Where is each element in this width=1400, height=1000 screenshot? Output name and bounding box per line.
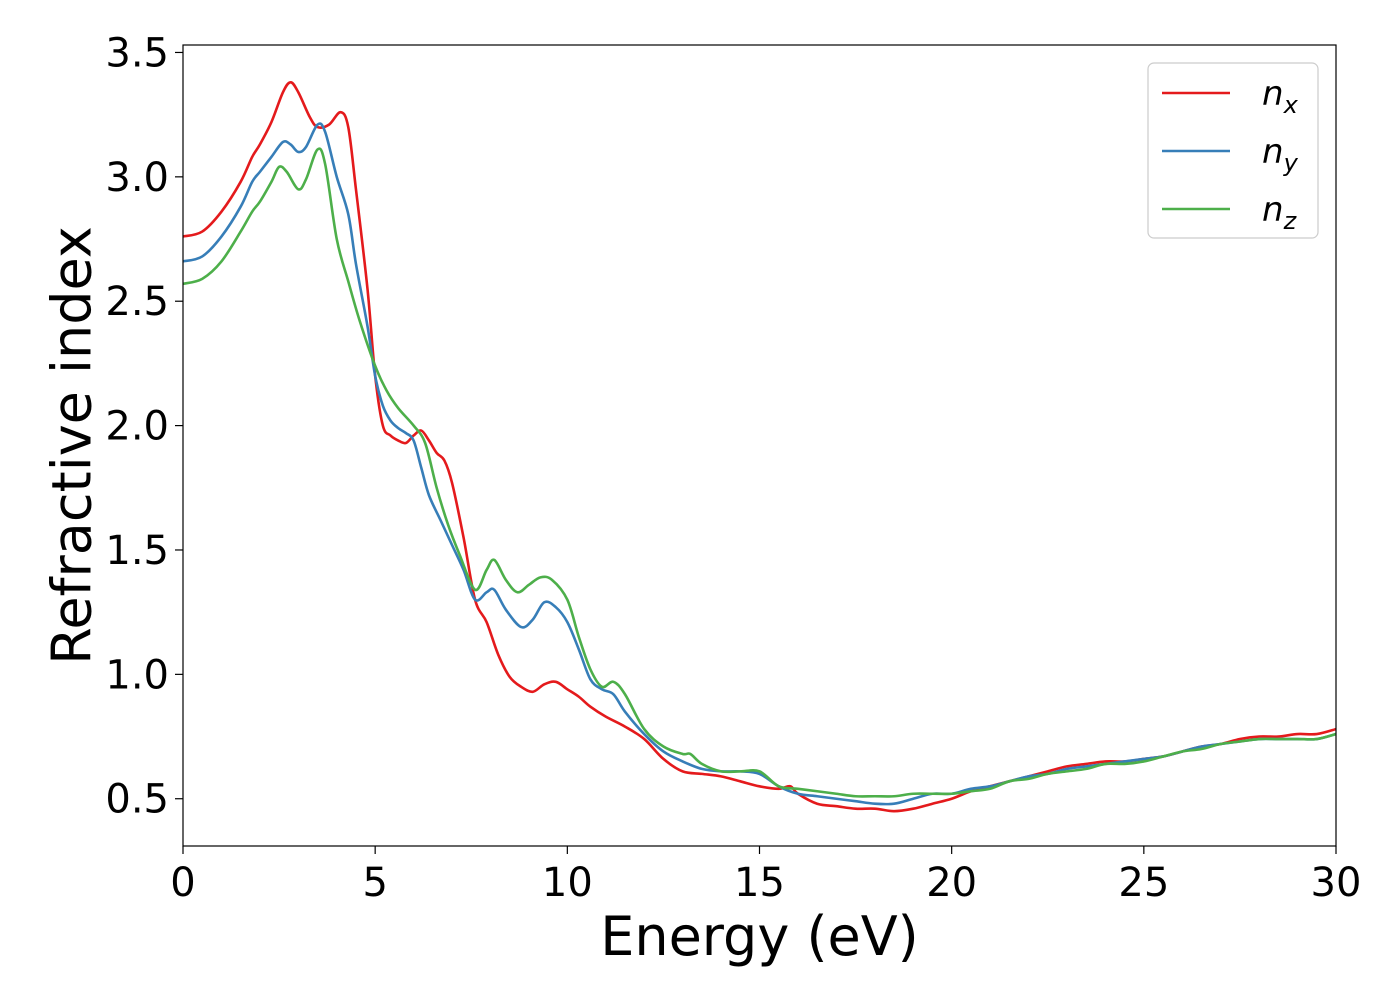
y-tick-label: 3.0 (105, 155, 169, 201)
y-axis-ticks: 0.5 1.0 1.5 2.0 2.5 3.0 3.5 (105, 30, 183, 823)
y-axis-label: Refractive index (41, 226, 104, 665)
x-tick-label: 10 (542, 860, 593, 906)
x-tick-label: 30 (1311, 860, 1362, 906)
x-axis-label: Energy (eV) (600, 905, 919, 968)
x-tick-label: 15 (734, 860, 785, 906)
x-axis-ticks: 0 5 10 15 20 25 30 (170, 846, 1361, 906)
y-tick-label: 0.5 (105, 777, 169, 823)
series-line-ny (183, 122, 1336, 806)
legend-label-nz: nz (1262, 190, 1298, 235)
legend-label-subscript: y (1283, 149, 1299, 177)
x-tick-label: 5 (362, 860, 387, 906)
legend-label-ny: ny (1262, 132, 1299, 177)
y-tick-label: 2.5 (105, 279, 169, 325)
legend-label-base: n (1262, 132, 1284, 172)
y-tick-label: 3.5 (105, 30, 169, 76)
x-tick-label: 25 (1118, 860, 1169, 906)
series-lines (183, 81, 1336, 813)
legend-label-base: n (1262, 190, 1284, 230)
legend-label-nx: nx (1262, 74, 1299, 119)
y-tick-label: 1.0 (105, 652, 169, 698)
legend-label-subscript: x (1283, 91, 1299, 119)
y-tick-label: 1.5 (105, 528, 169, 574)
series-line-nx (183, 81, 1336, 813)
y-tick-label: 2.0 (105, 404, 169, 450)
legend-label-base: n (1262, 74, 1284, 114)
x-tick-label: 0 (170, 860, 195, 906)
legend-box (1147, 62, 1319, 239)
legend-label-subscript: z (1283, 207, 1298, 235)
series-line-nz (183, 147, 1336, 798)
plot-frame (182, 44, 1337, 847)
x-tick-label: 20 (926, 860, 977, 906)
